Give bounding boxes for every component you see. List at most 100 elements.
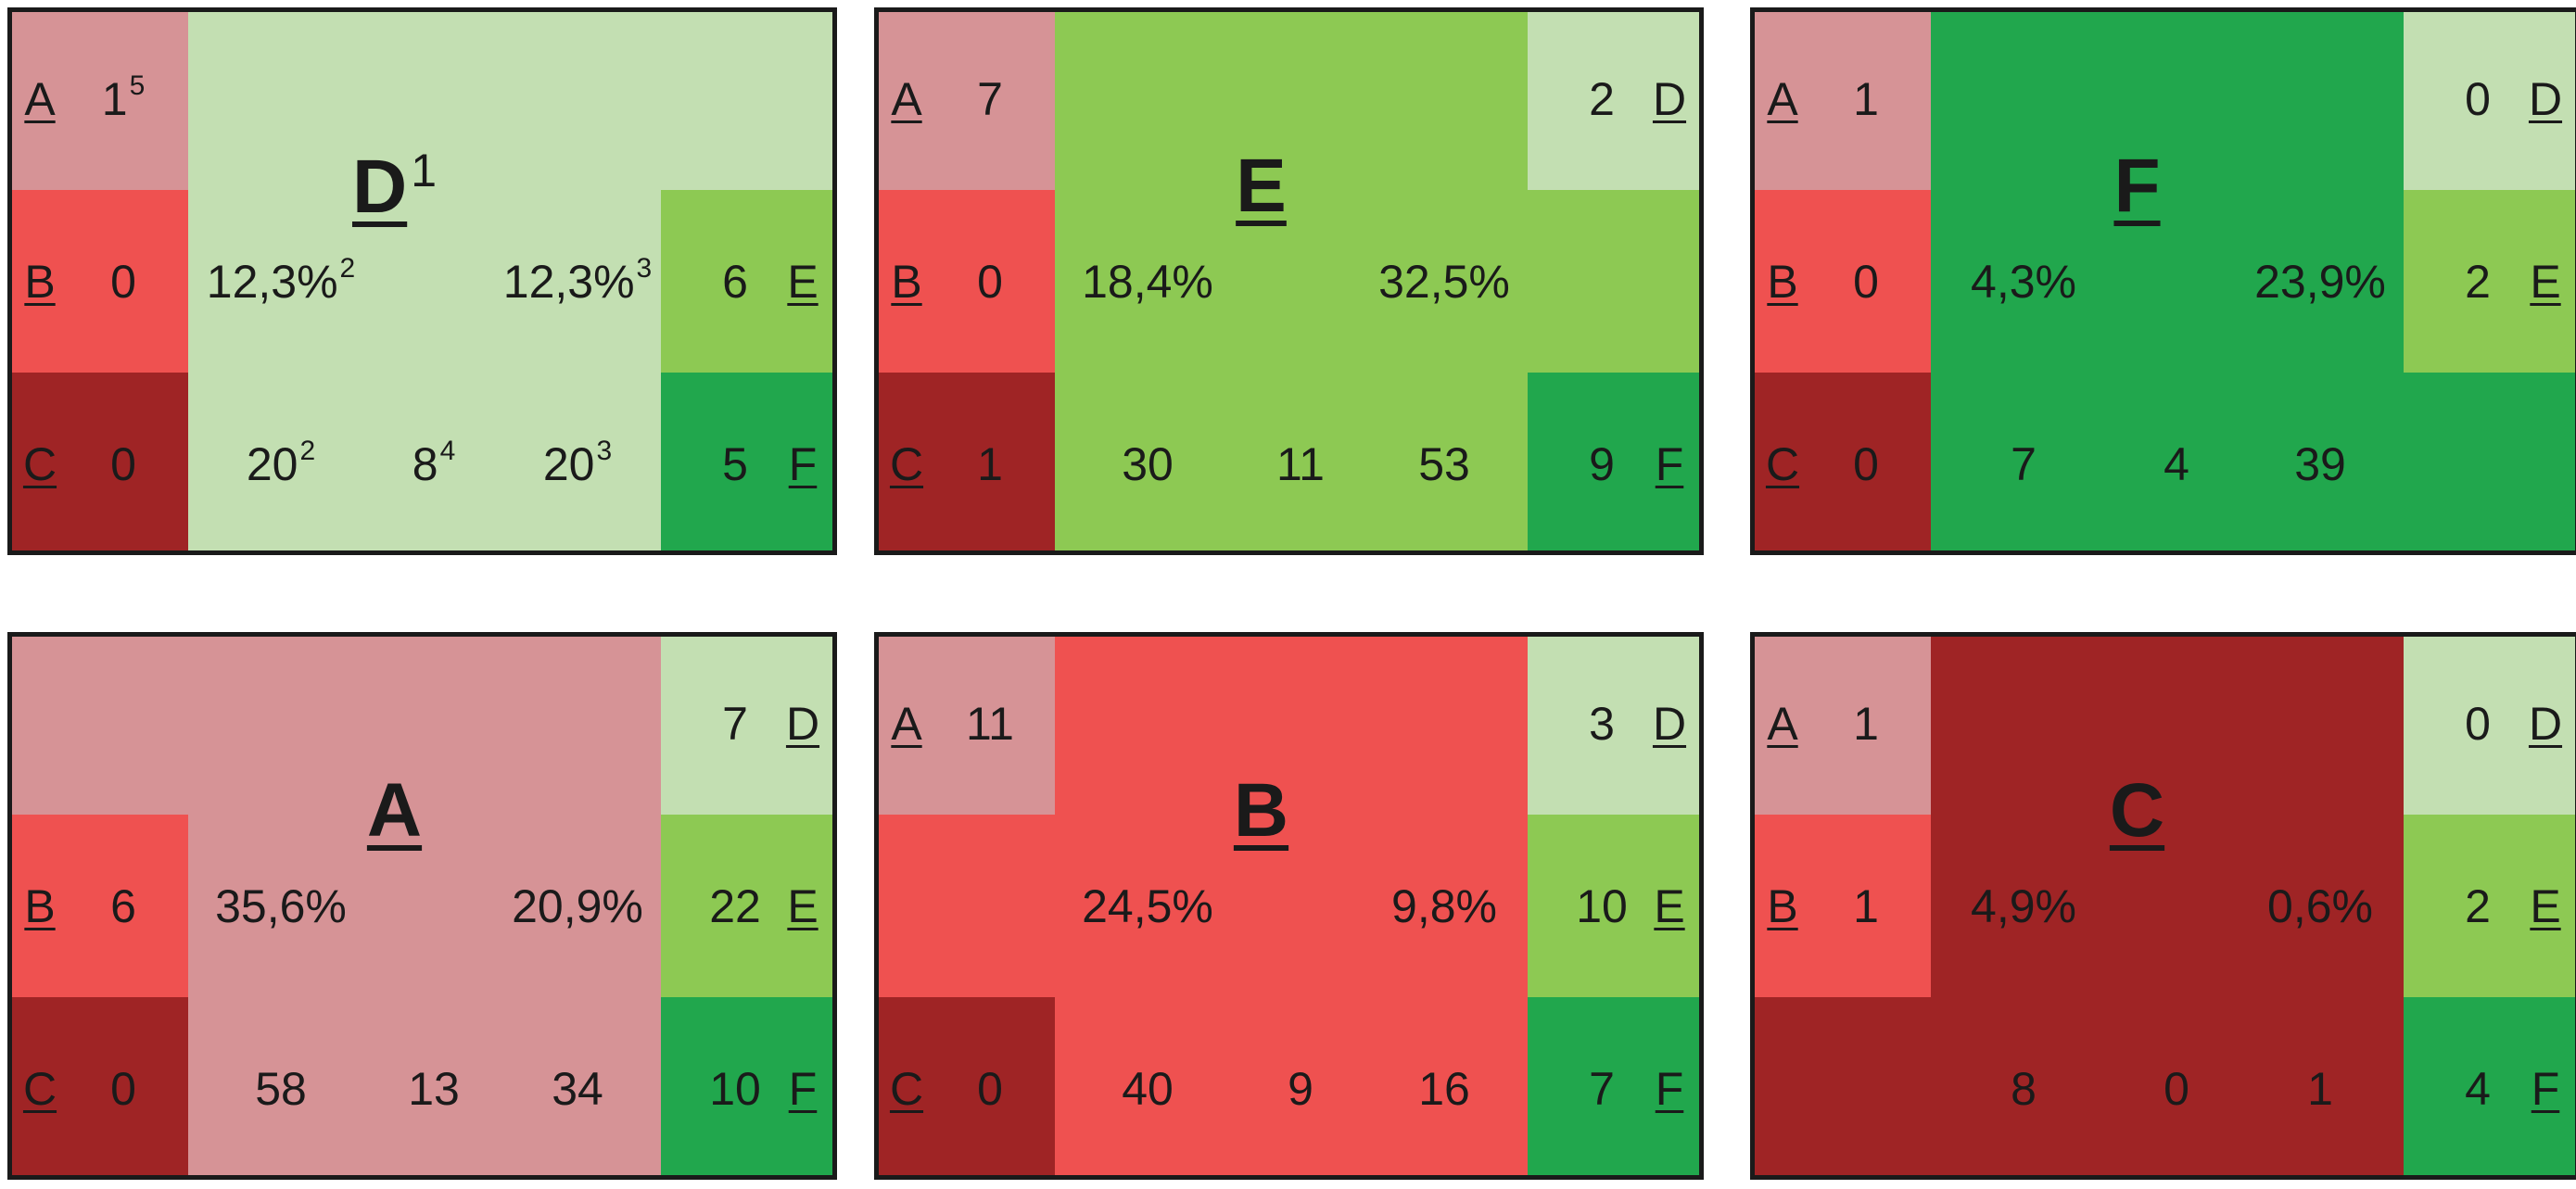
count-left: 8	[2011, 1066, 2037, 1112]
cell-d	[661, 637, 832, 815]
count-a-text: 7	[977, 72, 1003, 125]
count-f-text: 7	[1589, 1062, 1615, 1115]
count-e: 22	[709, 883, 761, 930]
label-a: A	[1767, 72, 1798, 125]
label-b: B	[1767, 879, 1798, 932]
count-right-footnote: 3	[596, 435, 613, 466]
label-c: C	[22, 1062, 57, 1115]
count-a: 11	[966, 701, 1014, 747]
count-left-text: 40	[1122, 1062, 1174, 1115]
panel-title-text: B	[1233, 768, 1289, 853]
cell-c	[12, 997, 188, 1175]
count-b: 0	[977, 259, 1003, 305]
label-f: F	[788, 437, 818, 490]
cell-c	[1755, 373, 1931, 550]
count-f: 4	[2465, 1066, 2491, 1112]
cell-a	[879, 637, 1055, 815]
count-right: 16	[1418, 1066, 1470, 1112]
count-mid-text: 0	[2164, 1062, 2189, 1115]
count-right-text: 34	[552, 1062, 603, 1115]
count-a-text: 11	[966, 697, 1014, 750]
count-d-text: 0	[2465, 72, 2491, 125]
count-c-text: 0	[1853, 437, 1879, 490]
label-f: F	[1655, 437, 1684, 490]
count-b-text: 1	[1853, 879, 1879, 932]
count-a: 15	[101, 71, 146, 125]
label-a: A	[891, 72, 922, 125]
label-a: A	[891, 697, 922, 750]
count-d: 3	[1589, 701, 1615, 747]
count-d: 0	[2465, 76, 2491, 122]
percent-left-text: 12,3%	[206, 255, 338, 308]
cell-c	[879, 997, 1055, 1175]
cell-b	[12, 815, 188, 997]
count-mid: 11	[1276, 441, 1325, 487]
cell-f	[661, 997, 832, 1175]
percent-right: 0,6%	[2267, 883, 2373, 930]
count-a-text: 1	[101, 72, 128, 125]
label-c: C	[889, 1062, 924, 1115]
count-f: 9	[1589, 441, 1615, 487]
count-a-footnote: 5	[129, 70, 146, 101]
panel-title: E	[1236, 148, 1287, 224]
cell-b	[1755, 815, 1931, 997]
count-mid-text: 13	[408, 1062, 460, 1115]
label-b: B	[24, 879, 56, 932]
cell-d	[2404, 637, 2575, 815]
percent-right: 12,3%3	[502, 254, 652, 308]
count-e-text: 10	[1576, 879, 1628, 932]
count-b: 6	[110, 883, 136, 930]
count-a-text: 1	[1853, 72, 1879, 125]
count-c: 1	[977, 441, 1003, 487]
cell-e	[1528, 815, 1699, 997]
count-f: 10	[709, 1066, 761, 1112]
label-f: F	[1655, 1062, 1684, 1115]
percent-left-footnote: 2	[339, 252, 356, 284]
count-d-text: 3	[1589, 697, 1615, 750]
count-mid: 13	[408, 1066, 460, 1112]
percent-left: 18,4%	[1082, 259, 1213, 305]
label-b: B	[891, 255, 922, 308]
count-c: 0	[977, 1066, 1003, 1112]
label-a: A	[1767, 697, 1798, 750]
count-right-text: 1	[2307, 1062, 2333, 1115]
label-d: D	[2528, 697, 2563, 750]
count-d: 2	[1589, 76, 1615, 122]
percent-left: 4,3%	[1971, 259, 2076, 305]
count-a: 1	[1853, 701, 1879, 747]
percent-left: 35,6%	[215, 883, 347, 930]
percent-left-text: 35,6%	[215, 879, 347, 932]
count-mid-text: 9	[1288, 1062, 1313, 1115]
count-left-text: 8	[2011, 1062, 2037, 1115]
label-d: D	[785, 697, 820, 750]
count-right-text: 20	[542, 437, 595, 490]
label-f: F	[2531, 1062, 2560, 1115]
count-b-text: 0	[110, 255, 136, 308]
count-b-text: 0	[1853, 255, 1879, 308]
panel-title-text: F	[2113, 144, 2161, 228]
percent-right-text: 12,3%	[502, 255, 635, 308]
percent-left-text: 24,5%	[1082, 879, 1213, 932]
label-d: D	[2528, 72, 2563, 125]
cell-c	[879, 373, 1055, 550]
count-left: 202	[247, 436, 315, 487]
percent-right-text: 20,9%	[512, 879, 643, 932]
count-mid: 0	[2164, 1066, 2189, 1112]
percent-right-text: 23,9%	[2254, 255, 2386, 308]
count-left: 40	[1122, 1066, 1174, 1112]
percent-right-footnote: 3	[636, 252, 653, 284]
count-e: 2	[2465, 883, 2491, 930]
label-a: A	[24, 72, 56, 125]
label-e: E	[2530, 255, 2561, 308]
percent-right-text: 32,5%	[1378, 255, 1510, 308]
cell-a	[1755, 12, 1931, 190]
count-e: 2	[2465, 259, 2491, 305]
count-d-text: 0	[2465, 697, 2491, 750]
count-left-text: 30	[1122, 437, 1174, 490]
panel-f: A 1 B 0 C 0 D 0 E 2 F 4,3% 23,9% 7 4 39	[1750, 7, 2576, 555]
count-c-text: 0	[977, 1062, 1003, 1115]
panel-title: C	[2110, 773, 2164, 849]
count-a: 7	[977, 76, 1003, 122]
percent-right: 9,8%	[1391, 883, 1497, 930]
count-c: 0	[110, 441, 136, 487]
